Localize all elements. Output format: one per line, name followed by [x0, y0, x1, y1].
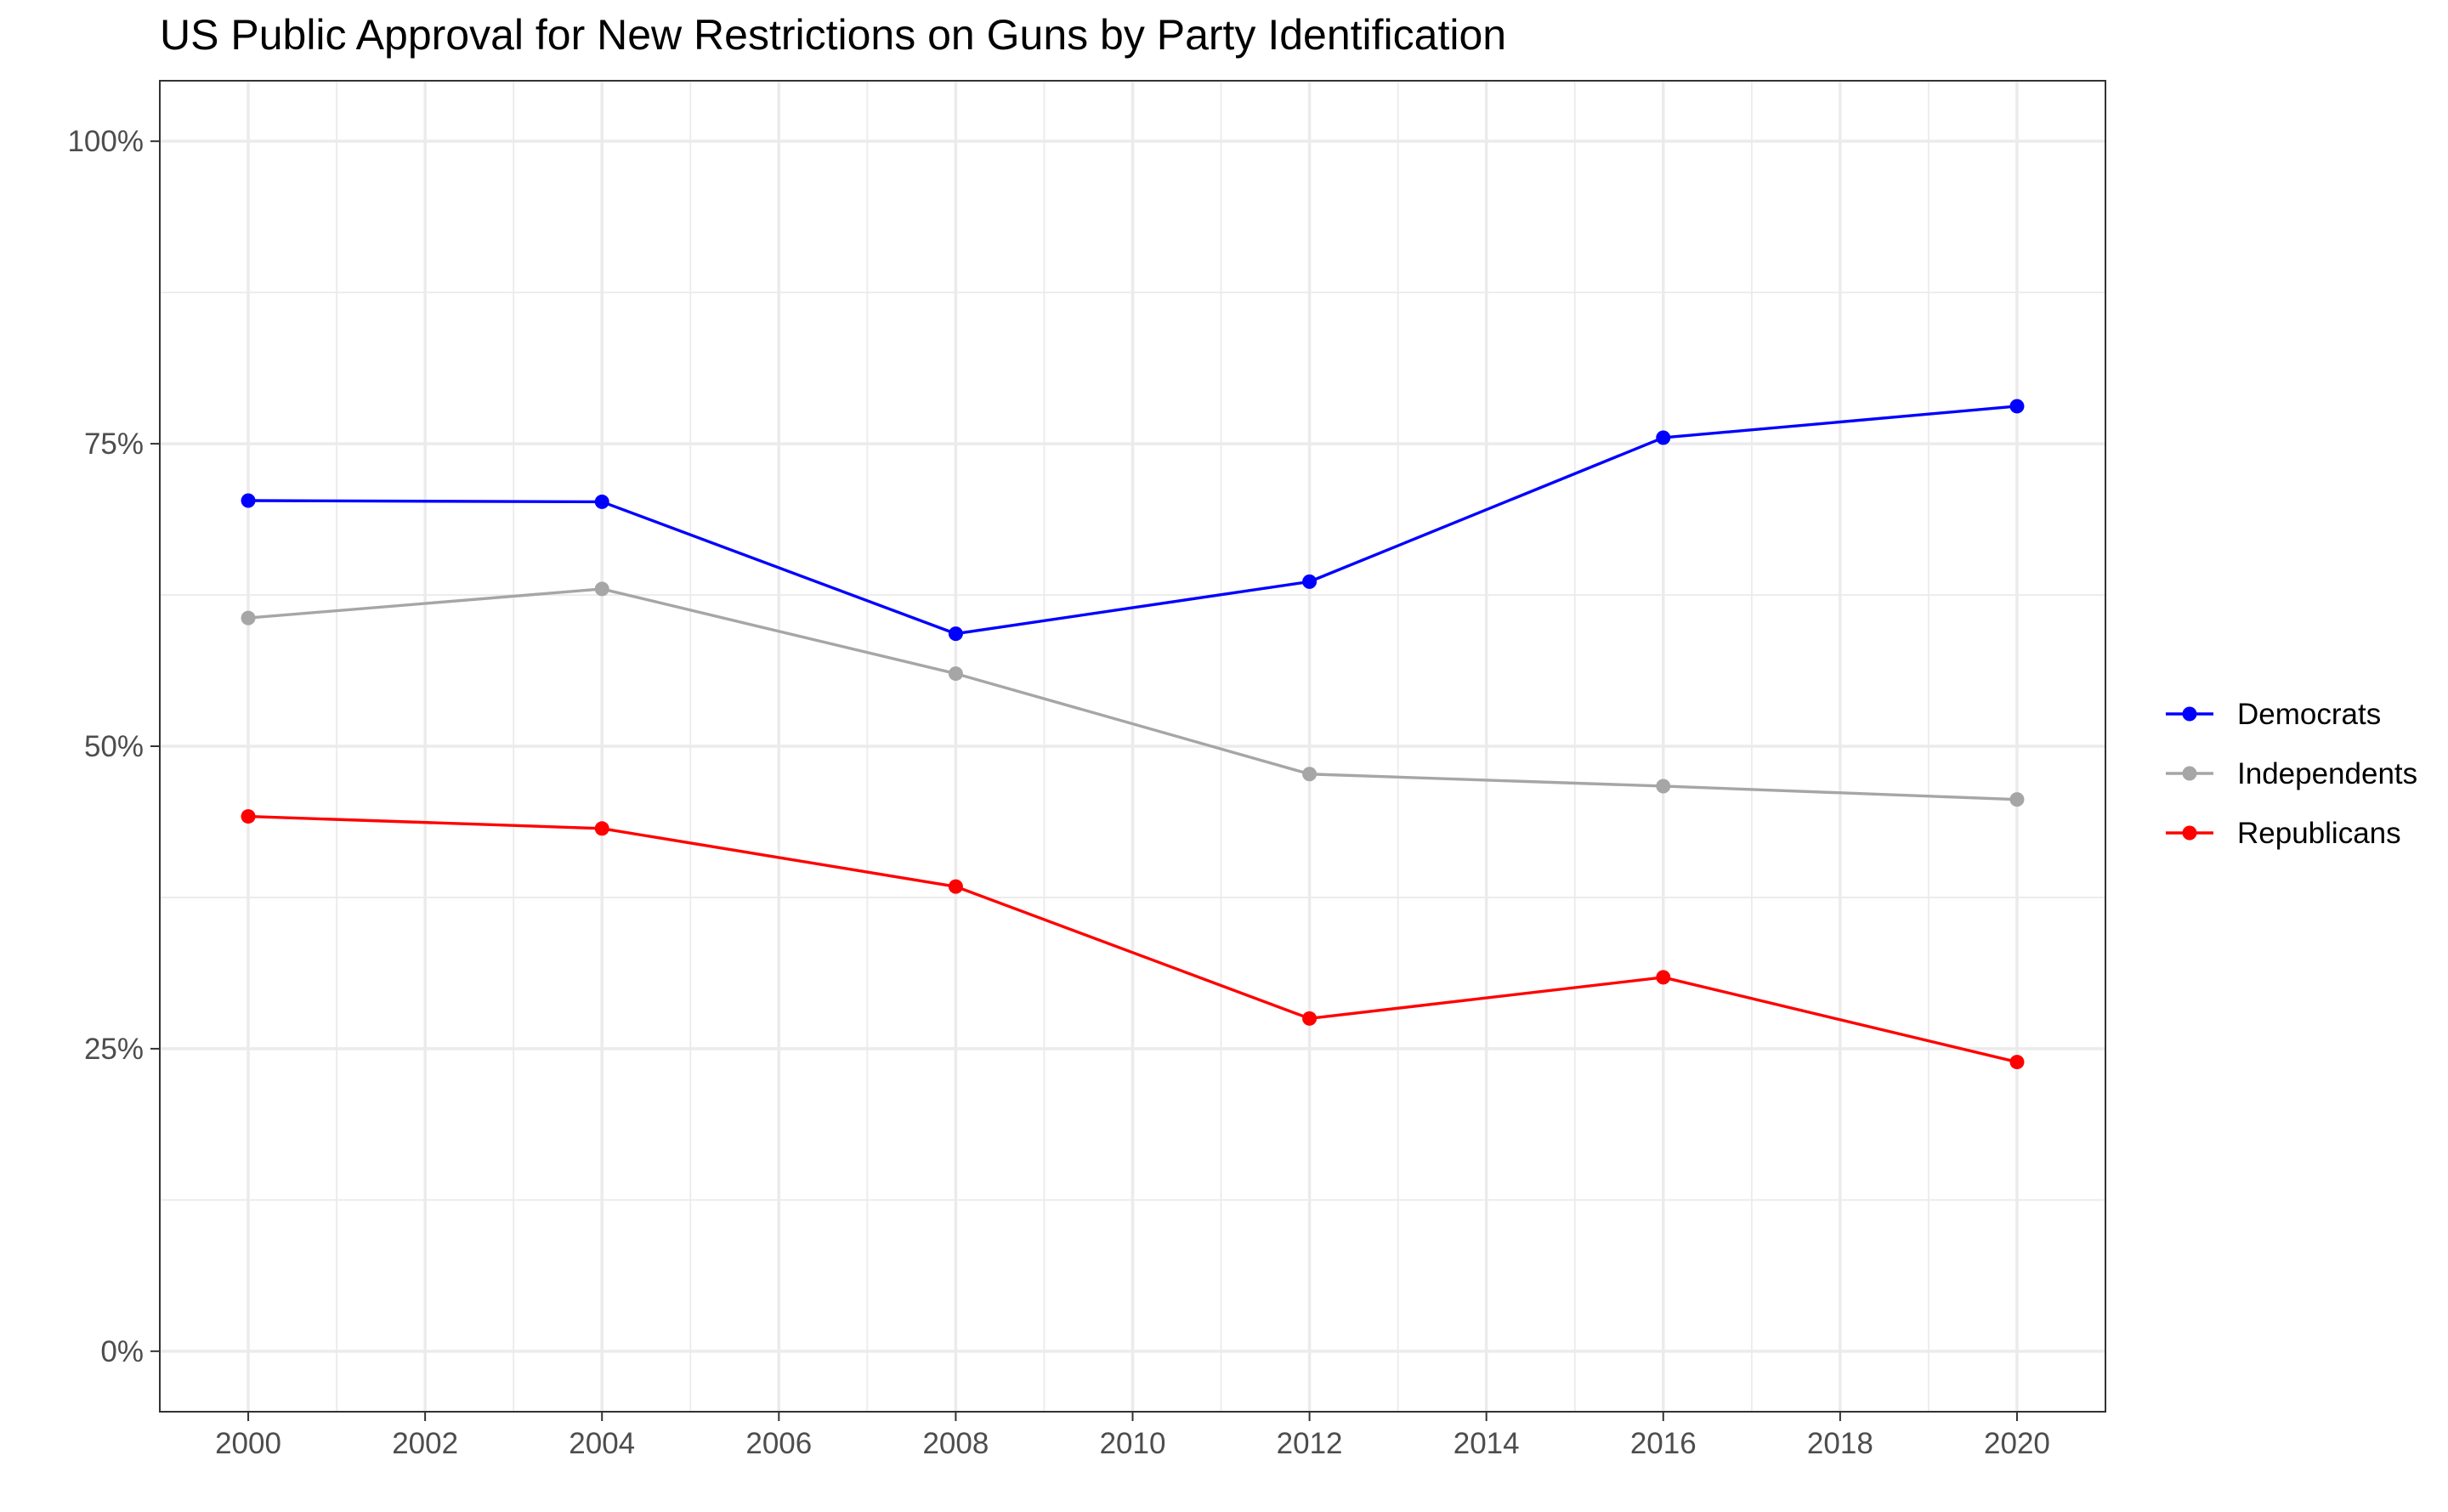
legend-item: Democrats [2166, 698, 2381, 731]
data-point [948, 666, 963, 682]
x-axis: 2000 2002 2004 2006 2008 2010 2012 2014 2016 2018… [215, 1412, 2050, 1460]
data-point [1656, 430, 1671, 445]
data-point [241, 493, 256, 508]
x-tick-label: 2010 [1100, 1427, 1166, 1460]
major-gridlines [160, 81, 2105, 1412]
series-layer [241, 399, 2025, 1070]
x-tick-label: 2002 [392, 1427, 458, 1460]
x-tick-label: 2014 [1454, 1427, 1520, 1460]
legend-label: Republicans [2237, 817, 2401, 850]
data-point [1656, 779, 1671, 794]
legend-label: Democrats [2237, 698, 2381, 731]
x-tick-label: 2000 [215, 1427, 281, 1460]
x-tick-label: 2020 [1984, 1427, 2050, 1460]
chart-title: US Public Approval for New Restrictions … [160, 11, 1506, 59]
y-axis: 0% 25% 50% 75% 100% [67, 125, 160, 1368]
legend: Democrats Independents Republicans [2166, 698, 2417, 850]
data-point [241, 610, 256, 626]
series-republicans [241, 809, 2025, 1070]
data-point [2009, 792, 2025, 807]
series-democrats [241, 399, 2025, 642]
legend-label: Independents [2237, 757, 2417, 790]
legend-key-point [2182, 825, 2197, 841]
y-tick-label: 0% [100, 1335, 144, 1368]
data-point [1656, 970, 1671, 985]
legend-item: Republicans [2166, 817, 2401, 850]
legend-key-point [2182, 766, 2197, 781]
data-point [1302, 574, 1318, 589]
data-point [594, 821, 609, 836]
x-tick-label: 2016 [1630, 1427, 1697, 1460]
y-tick-label: 50% [84, 730, 144, 763]
series-independents [241, 581, 2025, 807]
data-point [2009, 399, 2025, 414]
data-point [948, 626, 963, 642]
series-line [247, 814, 2018, 1064]
data-point [594, 581, 609, 597]
data-point [2009, 1055, 2025, 1070]
x-tick-label: 2006 [745, 1427, 812, 1460]
x-tick-label: 2004 [569, 1427, 635, 1460]
data-point [1302, 1011, 1318, 1026]
data-point [241, 809, 256, 824]
y-tick-label: 75% [84, 428, 144, 461]
data-point [948, 879, 963, 894]
data-point [594, 494, 609, 509]
x-tick-label: 2012 [1277, 1427, 1343, 1460]
legend-key-point [2182, 706, 2197, 722]
series-line [247, 587, 2018, 801]
x-tick-label: 2018 [1807, 1427, 1873, 1460]
legend-item: Independents [2166, 757, 2417, 790]
y-tick-label: 25% [84, 1033, 144, 1066]
y-tick-label: 100% [67, 125, 144, 158]
series-line [248, 405, 2018, 636]
x-tick-label: 2008 [922, 1427, 989, 1460]
data-point [1302, 767, 1318, 782]
